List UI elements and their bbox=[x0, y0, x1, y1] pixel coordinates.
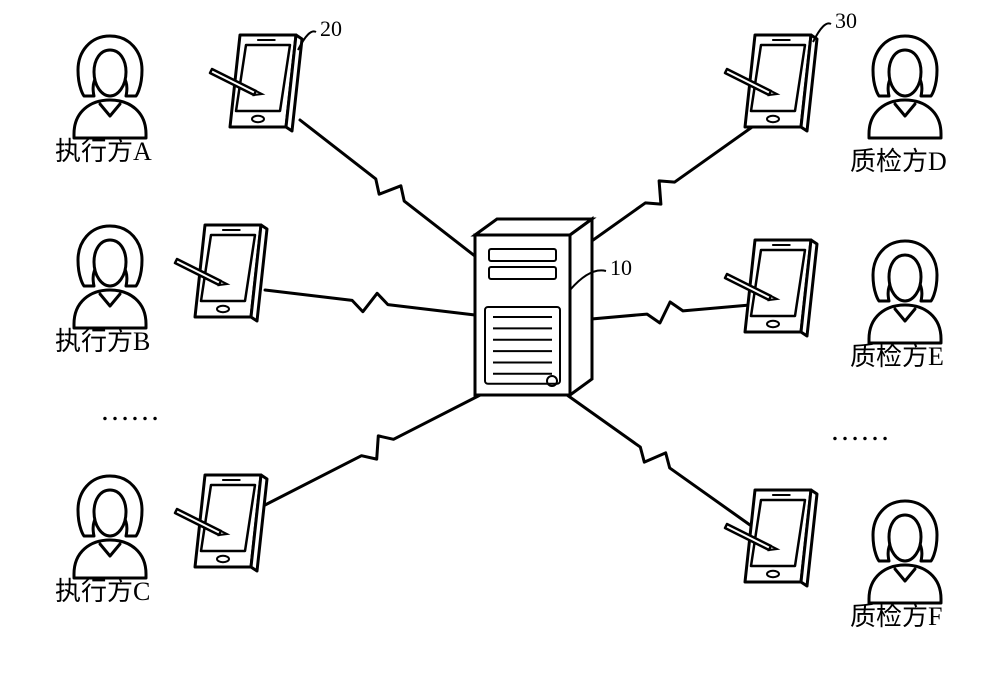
wireless-link bbox=[265, 290, 475, 315]
label-B: 执行方B bbox=[55, 327, 150, 356]
person-icon bbox=[869, 36, 941, 138]
person-icon bbox=[74, 476, 146, 578]
ellipsis-B: …… bbox=[100, 394, 160, 427]
wireless-link bbox=[580, 302, 750, 323]
label-C: 执行方C bbox=[55, 577, 150, 606]
phone-icon bbox=[175, 475, 267, 571]
callout-text: 20 bbox=[320, 16, 342, 41]
person-icon bbox=[869, 501, 941, 603]
person-icon bbox=[74, 36, 146, 138]
phone-icon bbox=[175, 225, 267, 321]
wireless-link bbox=[560, 390, 750, 525]
server-icon bbox=[475, 219, 592, 395]
person-icon bbox=[74, 226, 146, 328]
callout-text: 30 bbox=[835, 8, 857, 33]
callout-text: 10 bbox=[610, 255, 632, 280]
label-D: 质检方D bbox=[850, 147, 947, 176]
label-A: 执行方A bbox=[55, 137, 152, 166]
label-E: 质检方E bbox=[850, 342, 944, 371]
wireless-link bbox=[300, 120, 480, 260]
label-F: 质检方F bbox=[850, 602, 942, 631]
ellipsis-E: …… bbox=[830, 414, 890, 447]
wireless-link bbox=[265, 390, 490, 505]
phone-icon bbox=[725, 35, 817, 131]
phone-icon bbox=[210, 35, 302, 131]
person-icon bbox=[869, 241, 941, 343]
phone-icon bbox=[725, 490, 817, 586]
phone-icon bbox=[725, 240, 817, 336]
